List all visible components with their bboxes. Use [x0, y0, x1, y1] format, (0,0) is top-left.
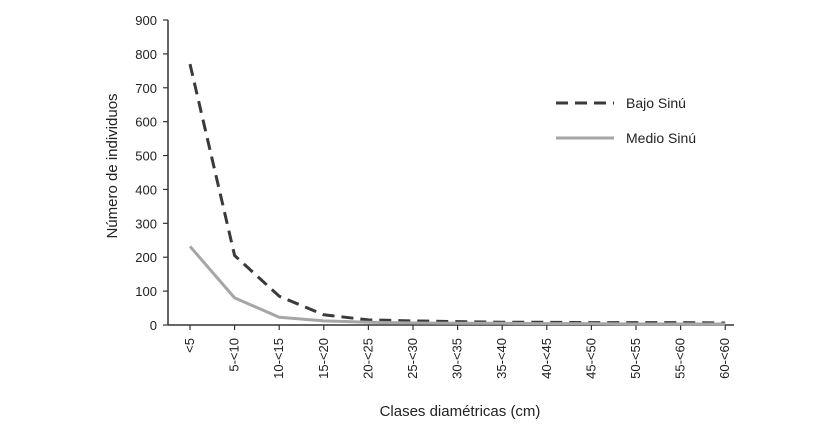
y-tick-label: 900: [135, 13, 157, 28]
y-tick-group: 0 100 200 300 400 500 600 700 800 900: [135, 13, 168, 333]
y-tick-label: 700: [135, 81, 157, 96]
y-tick-label: 100: [135, 284, 157, 299]
y-tick-label: 500: [135, 149, 157, 164]
x-tick-label: <5: [182, 338, 197, 353]
x-tick-label: 25-<30: [405, 338, 420, 379]
y-tick-label: 400: [135, 182, 157, 197]
legend: Bajo Sinú Medio Sinú: [556, 95, 696, 146]
x-tick-label: 55-<60: [673, 338, 688, 379]
x-tick-label: 40-<45: [539, 338, 554, 379]
x-tick-label: 15-<20: [316, 338, 331, 379]
x-tick-label: 35-<40: [494, 338, 509, 379]
series-layer: [188, 63, 726, 326]
x-tick-label: 5-<10: [227, 338, 242, 372]
legend-label: Bajo Sinú: [626, 95, 686, 111]
x-tick-label: 10-<15: [271, 338, 286, 379]
y-tick-label: 600: [135, 115, 157, 130]
y-tick-label: 300: [135, 216, 157, 231]
y-axis-title: Número de individuos: [104, 93, 121, 238]
series-line-medio-sin: [188, 245, 726, 326]
y-tick-label: 200: [135, 250, 157, 265]
y-tick-label: 800: [135, 47, 157, 62]
chart-axes: [167, 20, 734, 326]
x-tick-label: 60-<60: [717, 338, 732, 379]
x-axis-title: Clases diamétricas (cm): [380, 403, 541, 420]
x-tick-label: 45-<50: [583, 338, 598, 379]
x-tick-label: 20-<25: [360, 338, 375, 379]
x-tick-group: <5 5-<10 10-<15 15-<20 20-<25 25-<30 30-<35 35-…: [182, 325, 732, 379]
y-tick-label: 0: [150, 318, 157, 333]
x-tick-label: 30-<35: [450, 338, 465, 379]
x-tick-label: 50-<55: [628, 338, 643, 379]
legend-label: Medio Sinú: [626, 130, 696, 146]
